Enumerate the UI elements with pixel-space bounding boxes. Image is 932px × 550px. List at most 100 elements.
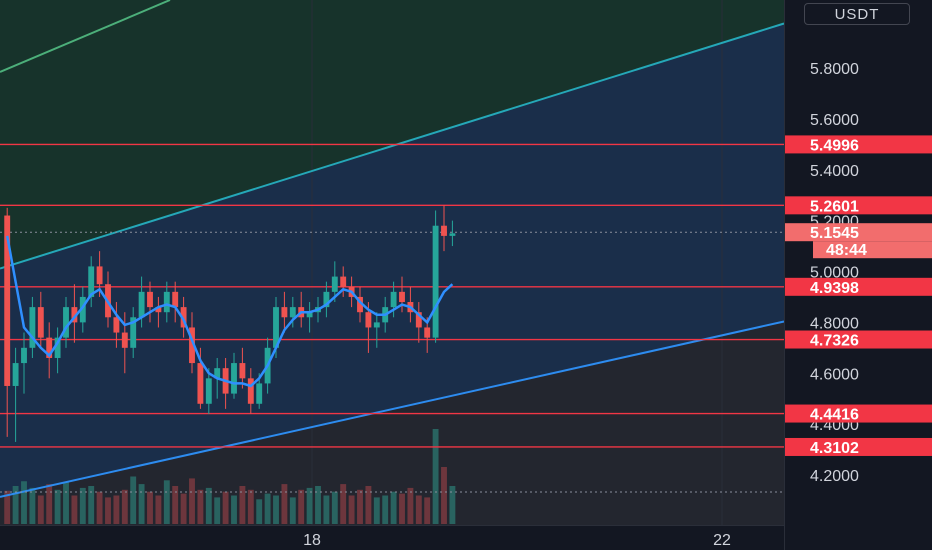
volume-bar	[382, 495, 389, 524]
volume-bar	[373, 497, 380, 524]
candle-body	[256, 383, 263, 404]
level-badge-label: 5.2601	[810, 198, 859, 215]
candle-body	[29, 307, 36, 348]
volume-bar	[281, 484, 288, 524]
candles	[4, 205, 456, 442]
volume-bar	[323, 495, 330, 524]
volume-bar	[79, 487, 86, 524]
level-badge-label: 4.3102	[810, 440, 859, 457]
candle-body	[54, 337, 61, 358]
candle-body	[399, 291, 405, 303]
grid	[311, 0, 723, 525]
volume-bar	[424, 497, 431, 524]
time-axis: 18 22	[0, 525, 784, 550]
level-badge	[785, 277, 932, 296]
candle-body	[424, 327, 431, 338]
candle-body	[46, 337, 53, 358]
candle-body	[63, 307, 69, 338]
candle-body	[197, 363, 204, 404]
level-badge	[785, 135, 932, 154]
candle-body	[189, 327, 195, 364]
y-tick-label: 4.2000	[810, 468, 859, 485]
channel-zone	[0, 23, 784, 497]
volume-bar	[214, 497, 221, 524]
fib-line	[0, 0, 171, 73]
volume-bar	[163, 480, 170, 524]
candle-body	[357, 296, 363, 313]
channel-upper-line	[0, 22, 785, 270]
volume-bar	[180, 493, 187, 524]
candle-body	[273, 307, 279, 348]
candle-body	[205, 378, 212, 404]
volume-bar	[21, 481, 27, 524]
chart-background	[0, 0, 784, 525]
candle-body	[247, 378, 254, 404]
channel-lower-line	[0, 320, 785, 498]
time-label: 18	[303, 532, 321, 549]
candle-body	[306, 312, 313, 318]
horizontal-levels	[0, 143, 784, 493]
volume-bar	[449, 486, 456, 524]
volume-bar	[222, 491, 229, 524]
y-tick-label: 4.8000	[810, 315, 859, 332]
level-badge-label: 4.7326	[810, 333, 859, 350]
last-price-badge	[785, 223, 932, 242]
candle-body	[130, 317, 137, 348]
countdown-label: 48:44	[826, 242, 867, 259]
volume-bar	[432, 429, 439, 524]
candle-body	[147, 291, 153, 308]
volume-bar	[340, 484, 347, 524]
volume-bar	[54, 489, 61, 524]
candle-body	[180, 307, 187, 328]
candle-body	[121, 332, 128, 348]
candle-body	[37, 307, 44, 338]
currency-button[interactable]: USDT	[804, 3, 910, 25]
level-badge	[785, 330, 932, 349]
volume-bar	[247, 489, 254, 524]
y-tick-label: 5.0000	[810, 265, 859, 282]
volume-bar	[197, 489, 204, 524]
volume-bar	[46, 484, 53, 524]
candle-body	[12, 363, 19, 386]
candle-body	[340, 276, 347, 287]
volume-bar	[365, 486, 372, 524]
price-badges: 5.4996 5.2601 4.9398 4.7326 4.4416 4.3102 5.15…	[785, 135, 932, 457]
volume-bar	[12, 486, 19, 524]
volume-bar	[155, 495, 162, 524]
candle-body	[155, 307, 162, 313]
volume-bar	[205, 487, 212, 524]
last-price-badge-label: 5.1545	[810, 225, 859, 242]
volume-bar	[390, 491, 397, 524]
time-axis-bg	[0, 525, 784, 550]
volume-bar	[4, 490, 11, 524]
price-axis: 5.80005.60005.40005.20005.00004.80004.60…	[784, 0, 932, 550]
volume-bar	[172, 486, 179, 524]
y-tick-label: 5.8000	[810, 61, 859, 78]
lower-zone	[0, 321, 784, 525]
level-badge	[785, 404, 932, 423]
volume-bar	[298, 489, 305, 524]
candle-body	[113, 317, 120, 333]
volume-bar	[399, 493, 405, 524]
candle-body	[239, 363, 246, 379]
candle-body	[441, 225, 447, 236]
candle-body	[96, 266, 103, 285]
moving-average	[5, 235, 454, 388]
candle-body	[390, 291, 397, 308]
volume-bar	[441, 467, 447, 524]
volume-bar	[130, 476, 137, 524]
candle-body	[323, 291, 330, 308]
volume-bar	[71, 495, 78, 524]
trend-channel	[0, 22, 785, 498]
volume-bar	[315, 486, 321, 524]
volume-bar	[306, 487, 313, 524]
candle-body	[289, 307, 296, 318]
candle-body	[432, 225, 439, 338]
volume-bar	[256, 499, 263, 524]
level-badge	[785, 196, 932, 215]
volume-bar	[348, 495, 355, 524]
price-axis-bg	[784, 0, 932, 550]
volume-bar	[147, 491, 153, 524]
candle-body	[214, 368, 221, 379]
